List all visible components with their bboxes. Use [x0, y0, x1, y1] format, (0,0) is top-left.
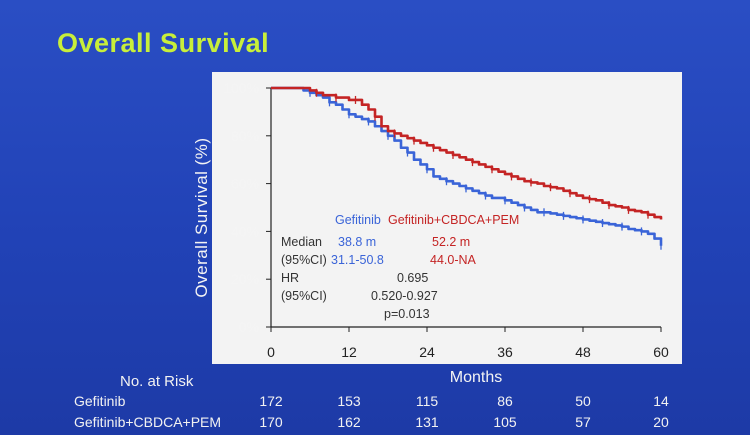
- risk-cell: 170: [259, 414, 283, 430]
- median-label: Median: [281, 235, 322, 249]
- legend-gefitinib: Gefitinib: [335, 213, 381, 227]
- risk-cell: 20: [653, 414, 669, 430]
- x-tick-label: 48: [575, 344, 591, 360]
- x-tick-label: 24: [419, 344, 435, 360]
- risk-cell: 153: [337, 393, 361, 409]
- median-ci-label: (95%CI): [281, 253, 327, 267]
- risk-cell: 131: [415, 414, 439, 430]
- risk-row-label: Gefitinib: [74, 393, 126, 409]
- y-tick-label: 20%: [231, 271, 259, 287]
- p-value: p=0.013: [384, 307, 430, 321]
- combo-ci: 44.0-NA: [430, 253, 477, 267]
- risk-cell: 50: [575, 393, 591, 409]
- legend-combo: Gefitinib+CBDCA+PEM: [388, 213, 519, 227]
- risk-cell: 86: [497, 393, 513, 409]
- y-tick-label: 100%: [223, 80, 259, 96]
- risk-cell: 172: [259, 393, 283, 409]
- plot-panel: [212, 72, 682, 364]
- risk-row-label: Gefitinib+CBDCA+PEM: [74, 414, 222, 430]
- combo-median: 52.2 m: [432, 235, 470, 249]
- hr-label: HR: [281, 271, 299, 285]
- hr-value: 0.695: [397, 271, 428, 285]
- risk-cell: 115: [415, 393, 439, 409]
- series-line-combo: [271, 86, 663, 220]
- risk-cell: 57: [575, 414, 591, 430]
- y-tick-label: 40%: [231, 223, 259, 239]
- x-tick-label: 0: [267, 344, 275, 360]
- x-axis-label: Months: [450, 369, 502, 386]
- y-axis-label: Overall Survival (%): [192, 137, 211, 297]
- hr-ci-label: (95%CI): [281, 289, 327, 303]
- risk-cell: 105: [493, 414, 517, 430]
- x-tick-label: 60: [653, 344, 669, 360]
- risk-cell: 14: [653, 393, 669, 409]
- risk-cell: 162: [337, 414, 361, 430]
- risk-table-title: No. at Risk: [120, 373, 194, 390]
- y-tick-label: 0%: [239, 319, 259, 335]
- gefitinib-ci: 31.1-50.8: [331, 253, 384, 267]
- y-tick-label: 60%: [231, 176, 259, 192]
- x-tick-label: 36: [497, 344, 513, 360]
- gefitinib-median: 38.8 m: [338, 235, 376, 249]
- x-tick-label: 12: [341, 344, 357, 360]
- y-tick-label: 80%: [231, 128, 259, 144]
- page-title: Overall Survival: [57, 28, 270, 58]
- hr-ci-value: 0.520-0.927: [371, 289, 438, 303]
